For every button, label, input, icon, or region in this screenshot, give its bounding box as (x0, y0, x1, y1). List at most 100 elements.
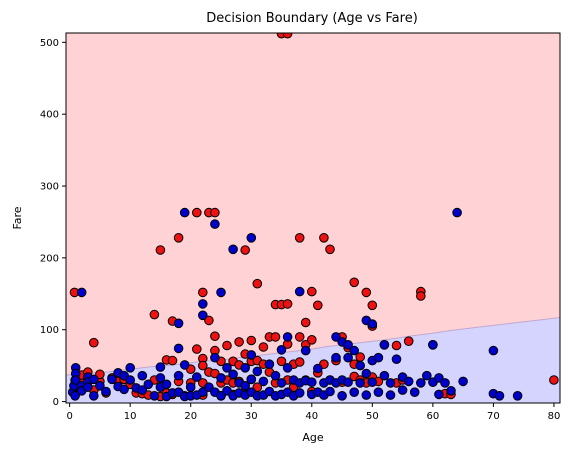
data-point-class-0 (373, 387, 384, 398)
x-axis: 0 10 20 30 40 50 60 70 80 (66, 403, 560, 422)
data-point-class-1 (173, 233, 184, 243)
data-point-class-0 (385, 378, 396, 388)
data-point-class-0 (416, 378, 426, 388)
data-point-class-0 (422, 370, 432, 381)
data-point-class-0 (367, 319, 378, 329)
data-point-class-0 (434, 373, 444, 383)
data-point-class-0 (379, 370, 390, 381)
x-tick-label: 40 (305, 411, 318, 422)
data-point-class-0 (149, 391, 160, 401)
data-point-class-0 (440, 378, 450, 388)
data-point-class-0 (173, 370, 184, 381)
x-axis-label: Age (302, 431, 324, 444)
data-point-class-1 (294, 357, 305, 367)
data-point-class-0 (179, 360, 190, 370)
data-point-class-0 (355, 378, 366, 388)
data-point-class-0 (282, 363, 293, 373)
x-tick-label: 20 (184, 411, 197, 422)
data-point-class-0 (246, 233, 257, 243)
data-point-class-1 (270, 332, 281, 342)
data-point-class-1 (282, 299, 293, 309)
data-point-class-0 (361, 368, 372, 379)
data-point-class-1 (167, 355, 178, 366)
data-point-class-0 (101, 386, 111, 397)
data-point-class-0 (210, 219, 220, 229)
data-point-class-1 (258, 342, 269, 352)
data-point-class-0 (403, 376, 414, 387)
data-point-class-0 (222, 386, 232, 396)
data-point-class-0 (264, 359, 275, 370)
data-point-class-1 (192, 207, 202, 218)
data-point-class-0 (307, 377, 317, 388)
x-tick-label: 30 (245, 411, 258, 422)
data-point-class-0 (409, 387, 420, 398)
data-point-class-0 (270, 370, 281, 381)
data-point-class-1 (234, 337, 244, 347)
data-point-class-0 (228, 244, 238, 255)
data-point-class-0 (173, 318, 184, 329)
data-point-class-1 (325, 244, 335, 255)
data-point-class-0 (373, 352, 384, 363)
data-point-class-1 (204, 315, 214, 326)
data-point-class-0 (294, 388, 305, 398)
data-point-class-0 (343, 340, 353, 350)
data-point-class-1 (391, 340, 402, 351)
data-point-class-0 (210, 352, 220, 363)
data-point-class-0 (125, 363, 135, 373)
y-tick-label: 200 (40, 253, 59, 264)
data-point-class-0 (349, 387, 360, 398)
data-point-class-0 (258, 376, 269, 387)
data-point-class-1 (294, 233, 305, 243)
data-point-class-0 (355, 360, 366, 371)
data-point-class-1 (367, 300, 378, 311)
data-point-class-0 (294, 286, 305, 297)
data-point-class-1 (95, 369, 105, 380)
data-point-class-0 (198, 387, 208, 398)
data-point-class-0 (179, 207, 190, 218)
data-point-class-0 (70, 391, 80, 401)
decision-boundary-line (66, 317, 560, 376)
x-tick-label: 0 (66, 411, 72, 422)
data-point-class-0 (331, 332, 341, 342)
data-point-class-0 (216, 287, 226, 298)
data-point-class-1 (198, 287, 208, 298)
data-point-class-1 (349, 277, 360, 288)
data-point-class-0 (452, 207, 462, 218)
data-point-class-0 (276, 378, 287, 388)
y-axis: 0 100 200 300 400 500 (40, 38, 66, 408)
x-tick-label: 10 (124, 411, 137, 422)
data-point-class-0 (89, 374, 99, 385)
y-tick-label: 500 (40, 38, 59, 49)
data-point-class-1 (210, 331, 220, 342)
data-point-class-1 (155, 245, 166, 255)
data-point-class-1 (361, 287, 372, 298)
data-point-class-0 (313, 363, 323, 374)
data-point-class-1 (313, 300, 323, 311)
data-point-class-0 (428, 340, 438, 350)
data-point-class-0 (228, 369, 238, 380)
y-axis-label: Fare (11, 206, 24, 229)
data-point-class-0 (137, 385, 148, 395)
x-tick-label: 60 (427, 411, 440, 422)
data-point-class-0 (70, 375, 81, 385)
data-point-class-0 (119, 384, 129, 395)
data-point-class-0 (192, 372, 202, 382)
x-tick-label: 50 (366, 411, 379, 422)
data-point-class-0 (300, 345, 311, 356)
chart-title: Decision Boundary (Age vs Fare) (206, 11, 418, 26)
plot-area (66, 33, 560, 403)
data-point-class-0 (276, 345, 287, 355)
data-point-class-0 (361, 390, 372, 400)
data-point-class-0 (252, 366, 263, 377)
data-point-class-0 (385, 390, 396, 400)
data-point-class-0 (379, 340, 390, 350)
data-point-class-0 (198, 299, 208, 309)
data-point-class-1 (307, 335, 317, 345)
data-point-class-0 (143, 379, 154, 390)
data-point-class-0 (331, 352, 341, 363)
data-point-class-1 (549, 375, 559, 385)
data-point-class-0 (240, 363, 250, 373)
data-point-class-1 (198, 360, 208, 371)
data-point-class-0 (282, 332, 293, 342)
data-point-class-0 (198, 310, 208, 321)
